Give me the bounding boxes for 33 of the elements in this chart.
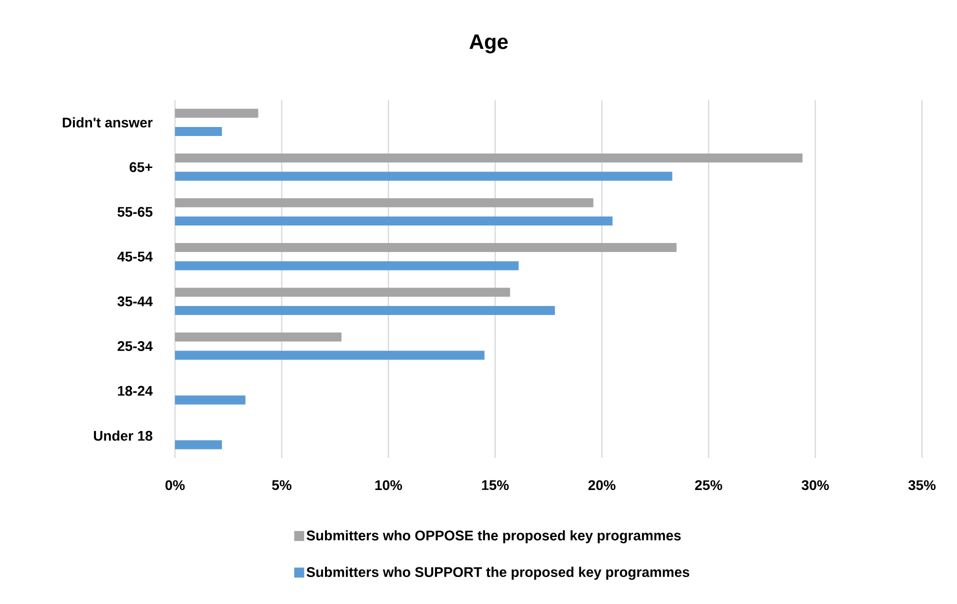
y-tick-label: Under 18 <box>94 430 152 441</box>
bar <box>175 127 222 136</box>
x-tick-label: 25% <box>695 480 722 490</box>
x-tick-label: 20% <box>588 480 616 490</box>
bar <box>175 242 677 252</box>
y-tick-label: 25-34 <box>118 341 153 352</box>
legend-label: Submitters who OPPOSE the proposed key programmes <box>306 530 681 544</box>
x-tick-label: 5% <box>272 480 292 490</box>
bar <box>175 198 594 208</box>
bar <box>175 440 222 450</box>
bar <box>175 153 802 162</box>
bar <box>175 108 258 118</box>
x-tick-label: 10% <box>375 480 402 490</box>
y-tick-label: 45-54 <box>117 252 153 262</box>
bar <box>175 396 246 405</box>
bar <box>175 306 555 316</box>
y-tick-label: 65+ <box>130 162 152 172</box>
legend-label: Submitters who SUPPORT the proposed key programmes <box>306 566 690 580</box>
bar <box>175 332 342 342</box>
chart-title: Age <box>469 34 508 54</box>
bar <box>175 350 484 360</box>
bar <box>175 172 672 181</box>
y-tick-label: 18-24 <box>118 386 153 396</box>
y-tick-label: 35-44 <box>117 296 153 306</box>
bar <box>175 216 613 226</box>
x-tick-label: 30% <box>802 480 829 490</box>
x-tick-label: 0% <box>165 480 185 490</box>
bar <box>175 261 519 270</box>
bar <box>175 288 510 297</box>
x-tick-label: 35% <box>908 480 936 490</box>
y-tick-label: 55-65 <box>118 206 152 217</box>
x-tick-label: 15% <box>482 480 509 490</box>
y-tick-label: Didn't answer <box>62 117 153 128</box>
